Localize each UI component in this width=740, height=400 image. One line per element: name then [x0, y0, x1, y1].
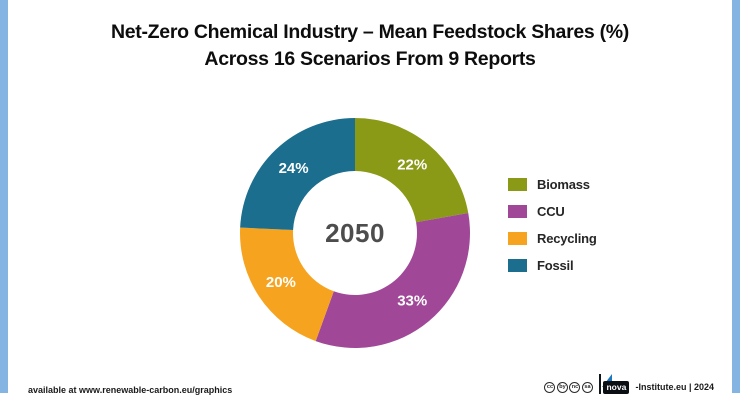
- slice-value-label: 24%: [279, 160, 309, 177]
- donut-segment-fossil: [240, 118, 355, 231]
- legend-item-fossil: Fossil: [508, 252, 597, 279]
- sa-license-icon: sa: [581, 381, 593, 393]
- left-border-stripe: [0, 0, 8, 393]
- logo-sail-icon: [602, 373, 613, 387]
- legend-label: Biomass: [537, 177, 590, 192]
- source-url-text: available at www.renewable-carbon.eu/gra…: [28, 385, 233, 395]
- cc-license-icon: cc: [544, 381, 556, 393]
- donut-center-label: 2050: [325, 218, 385, 248]
- logo-mast-icon: [599, 373, 602, 394]
- credits-bar: cc by nc sa nova -Institute.eu | 2024: [544, 373, 714, 396]
- legend-swatch: [508, 259, 527, 272]
- donut-segment-biomass: [355, 118, 469, 223]
- legend-item-ccu: CCU: [508, 198, 597, 225]
- donut-slice-labels: 22% 33% 20% 24%: [266, 156, 427, 309]
- donut-segment-recycling: [240, 227, 334, 342]
- legend-swatch: [508, 205, 527, 218]
- legend-swatch: [508, 178, 527, 191]
- slice-value-label: 20%: [266, 274, 296, 291]
- chart-legend: Biomass CCU Recycling Fossil: [508, 171, 597, 279]
- logo-wordmark: nova: [603, 380, 630, 394]
- right-border-stripe: [732, 0, 740, 393]
- nova-institute-logo: nova: [599, 373, 633, 394]
- chart-title-line1: Net-Zero Chemical Industry – Mean Feedst…: [110, 21, 630, 43]
- legend-label: CCU: [537, 204, 565, 219]
- legend-label: Recycling: [537, 231, 597, 246]
- by-license-icon: by: [556, 381, 568, 393]
- donut-segment-ccu: [315, 213, 470, 348]
- legend-swatch: [508, 232, 527, 245]
- nc-license-icon: nc: [569, 381, 581, 393]
- legend-label: Fossil: [537, 258, 574, 273]
- chart-title-line2: Across 16 Scenarios From 9 Reports: [204, 48, 536, 70]
- legend-item-recycling: Recycling: [508, 225, 597, 252]
- brand-suffix-text: -Institute.eu | 2024: [635, 382, 714, 392]
- license-icons: cc by nc sa: [544, 381, 594, 393]
- slice-value-label: 33%: [397, 293, 427, 310]
- donut-chart: 22% 33% 20% 24% 2050: [240, 118, 470, 348]
- legend-item-biomass: Biomass: [508, 171, 597, 198]
- slice-value-label: 22%: [397, 156, 427, 173]
- donut-chart-area: 22% 33% 20% 24% 2050: [238, 116, 472, 350]
- donut-segments: [240, 118, 470, 348]
- chart-title: Net-Zero Chemical Industry – Mean Feedst…: [0, 19, 740, 73]
